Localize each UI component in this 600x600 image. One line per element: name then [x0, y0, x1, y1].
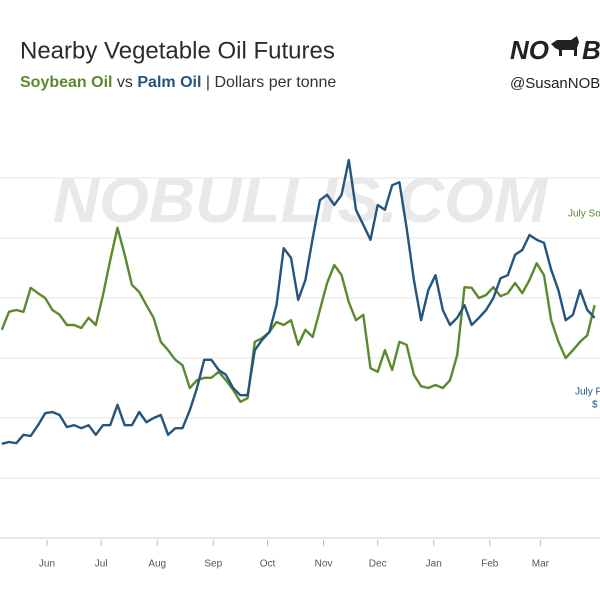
x-tick-label: Aug — [148, 559, 166, 570]
logo-bull — [551, 36, 579, 56]
x-tick-label: Mar — [532, 559, 550, 570]
logo-text: NO — [510, 35, 549, 65]
x-tick-label: Nov — [315, 559, 333, 570]
legend-palm: Palm Oil — [137, 74, 201, 91]
legend-soybean: Soybean Oil — [20, 74, 112, 91]
series-line — [1, 158, 596, 445]
handle: @SusanNOB — [510, 75, 600, 92]
subtitle-joiner: vs — [117, 74, 133, 91]
chart-subtitle: Soybean Oil vs Palm Oil | Dollars per to… — [20, 74, 336, 91]
x-tick-label: Jan — [426, 559, 442, 570]
x-tick-label: Jun — [39, 559, 55, 570]
x-tick-label: Sep — [204, 559, 222, 570]
subtitle-unit: | Dollars per tonne — [206, 74, 337, 91]
logo-text: B — [582, 35, 600, 65]
chart-title: Nearby Vegetable Oil Futures — [20, 37, 335, 64]
annotation: July P — [575, 387, 600, 398]
x-tick-label: Dec — [369, 559, 387, 570]
x-tick-label: Oct — [260, 559, 276, 570]
x-tick-label: Feb — [481, 559, 499, 570]
annotation: July So — [568, 209, 600, 220]
x-tick-label: Jul — [95, 559, 108, 570]
annotation: $ — [592, 400, 598, 411]
watermark: NOBULLIS.COM — [53, 164, 549, 236]
